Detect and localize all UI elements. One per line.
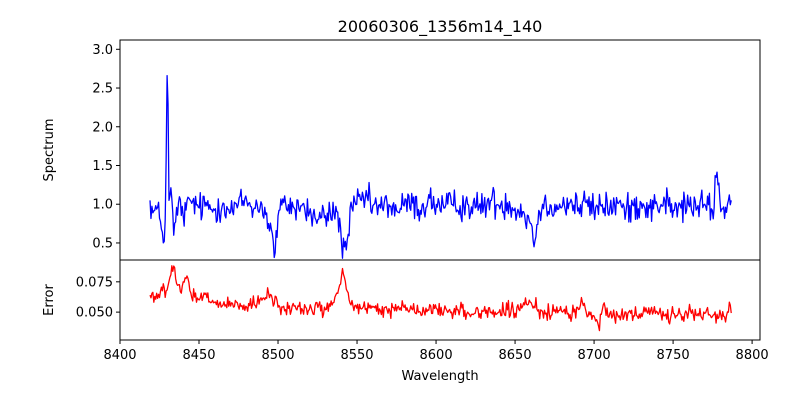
spectrum-panel: 0.5 1.0 1.5 2.0 2.5 3.0 Spectrum [42,39,761,261]
wavelength-x-tick-label: 8400 [103,348,136,363]
spectrum-y-tick-label: 1.5 [92,159,113,174]
spectrum-y-axis-label: Spectrum [42,119,57,182]
wavelength-x-tick-label: 8600 [420,348,453,363]
wavelength-x-tick-label: 8750 [657,348,690,363]
wavelength-x-tick-label: 8650 [499,348,532,363]
wavelength-x-tick-label: 8450 [182,348,215,363]
error-x-ticks: 8400 8450 8500 8550 8600 8650 8700 8750 8800 [103,340,769,363]
wavelength-x-axis-label: Wavelength [401,369,478,384]
error-y-tick-label: 0.050 [76,306,113,321]
spectrum-y-tick-label: 1.0 [92,198,113,213]
spectrum-y-tick-label: 3.0 [92,43,113,58]
error-line [149,265,732,332]
wavelength-x-tick-label: 8800 [736,348,769,363]
wavelength-x-tick-label: 8700 [578,348,611,363]
spectrum-line [149,74,732,259]
error-plot-frame [119,259,761,341]
error-y-tick-label: 0.075 [76,275,113,290]
spectrum-y-ticks: 0.5 1.0 1.5 2.0 2.5 3.0 [92,43,120,251]
chart-title: 20060306_1356m14_140 [338,17,543,37]
wavelength-x-tick-label: 8550 [340,348,373,363]
error-y-ticks: 0.050 0.075 [76,275,120,321]
spectrum-y-tick-label: 0.5 [92,236,113,251]
spectrum-y-tick-label: 2.0 [92,120,113,135]
wavelength-x-tick-label: 8500 [261,348,294,363]
spectrum-y-tick-label: 2.5 [92,82,113,97]
error-y-axis-label: Error [42,284,57,316]
